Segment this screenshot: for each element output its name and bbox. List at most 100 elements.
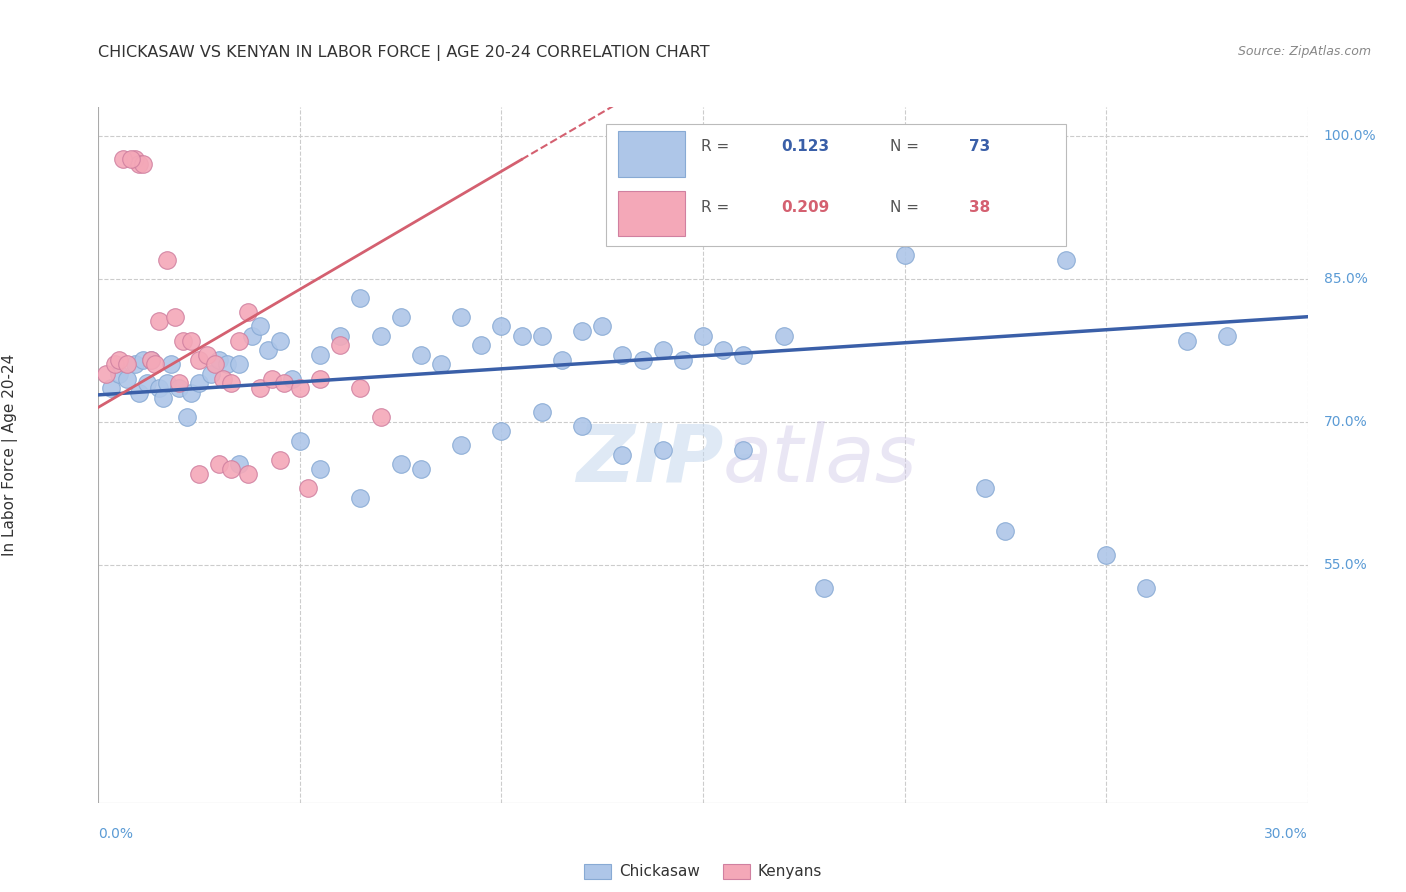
Point bbox=[139, 352, 162, 367]
Point bbox=[430, 357, 453, 371]
Text: ZIP: ZIP bbox=[576, 421, 723, 499]
Point bbox=[128, 386, 150, 401]
Point bbox=[208, 352, 231, 367]
Point bbox=[450, 310, 472, 324]
FancyBboxPatch shape bbox=[619, 191, 685, 235]
Point bbox=[288, 434, 311, 448]
Point bbox=[208, 458, 231, 472]
Text: 0.209: 0.209 bbox=[782, 201, 830, 216]
Point bbox=[551, 352, 574, 367]
Point bbox=[329, 338, 352, 352]
Text: 55.0%: 55.0% bbox=[1323, 558, 1368, 572]
Point bbox=[107, 352, 129, 367]
Point bbox=[212, 372, 235, 386]
Point bbox=[571, 324, 593, 338]
Point bbox=[974, 481, 997, 495]
Point bbox=[612, 348, 634, 362]
Text: N =: N = bbox=[890, 201, 924, 216]
Point bbox=[491, 319, 513, 334]
Point bbox=[591, 319, 613, 334]
Point bbox=[156, 252, 179, 267]
Point bbox=[994, 524, 1017, 538]
Point bbox=[370, 409, 392, 424]
Point bbox=[450, 438, 472, 452]
Point bbox=[188, 352, 211, 367]
Point bbox=[120, 153, 142, 167]
Text: 30.0%: 30.0% bbox=[1264, 827, 1308, 840]
Point bbox=[115, 357, 138, 371]
Point bbox=[1216, 328, 1239, 343]
Point bbox=[832, 214, 855, 228]
Point bbox=[256, 343, 278, 357]
Point bbox=[733, 443, 755, 458]
Point bbox=[128, 157, 150, 171]
Point bbox=[148, 381, 170, 395]
Point bbox=[176, 409, 198, 424]
Point bbox=[309, 462, 332, 476]
Text: 100.0%: 100.0% bbox=[1323, 128, 1376, 143]
Point bbox=[148, 314, 170, 328]
Point bbox=[1095, 548, 1118, 562]
Text: 38: 38 bbox=[969, 201, 990, 216]
Point bbox=[470, 338, 492, 352]
Point bbox=[409, 348, 432, 362]
Point bbox=[510, 328, 533, 343]
Point bbox=[124, 153, 146, 167]
Point bbox=[309, 348, 332, 362]
Point bbox=[813, 195, 835, 210]
Point bbox=[103, 357, 125, 371]
Point bbox=[188, 376, 211, 391]
Point bbox=[370, 328, 392, 343]
Point bbox=[249, 381, 271, 395]
Point bbox=[221, 376, 243, 391]
Text: 0.0%: 0.0% bbox=[98, 827, 134, 840]
Point bbox=[288, 381, 311, 395]
Point bbox=[813, 582, 835, 596]
Text: 0.123: 0.123 bbox=[782, 139, 830, 154]
FancyBboxPatch shape bbox=[606, 124, 1066, 246]
Point bbox=[631, 352, 654, 367]
Point bbox=[132, 157, 155, 171]
Point bbox=[893, 248, 915, 262]
Point bbox=[349, 381, 371, 395]
Point bbox=[571, 419, 593, 434]
Point bbox=[273, 376, 295, 391]
Point bbox=[491, 424, 513, 438]
Point bbox=[733, 348, 755, 362]
Text: CHICKASAW VS KENYAN IN LABOR FORCE | AGE 20-24 CORRELATION CHART: CHICKASAW VS KENYAN IN LABOR FORCE | AGE… bbox=[98, 45, 710, 61]
Point bbox=[188, 467, 211, 481]
Point bbox=[349, 491, 371, 505]
Point bbox=[107, 367, 129, 381]
Point bbox=[329, 328, 352, 343]
Point bbox=[204, 357, 226, 371]
Point bbox=[240, 328, 263, 343]
Point bbox=[651, 443, 673, 458]
Point bbox=[260, 372, 283, 386]
FancyBboxPatch shape bbox=[619, 131, 685, 177]
Point bbox=[195, 348, 218, 362]
Point bbox=[530, 405, 553, 419]
Point bbox=[297, 481, 319, 495]
Point bbox=[156, 376, 179, 391]
Point bbox=[389, 458, 412, 472]
Point bbox=[200, 367, 222, 381]
Legend: Chickasaw, Kenyans: Chickasaw, Kenyans bbox=[578, 857, 828, 886]
Point bbox=[167, 381, 190, 395]
Text: 70.0%: 70.0% bbox=[1323, 415, 1368, 428]
Point bbox=[135, 376, 157, 391]
Point bbox=[228, 357, 250, 371]
Point bbox=[1175, 334, 1198, 348]
Point bbox=[132, 352, 155, 367]
Text: R =: R = bbox=[700, 139, 734, 154]
Point bbox=[217, 357, 239, 371]
Point bbox=[672, 352, 695, 367]
Point bbox=[96, 367, 118, 381]
Point bbox=[281, 372, 304, 386]
Point bbox=[228, 458, 250, 472]
Text: 85.0%: 85.0% bbox=[1323, 271, 1368, 285]
Text: In Labor Force | Age 20-24: In Labor Force | Age 20-24 bbox=[1, 354, 18, 556]
Point bbox=[124, 357, 146, 371]
Point bbox=[530, 328, 553, 343]
Point bbox=[389, 310, 412, 324]
Text: R =: R = bbox=[700, 201, 734, 216]
